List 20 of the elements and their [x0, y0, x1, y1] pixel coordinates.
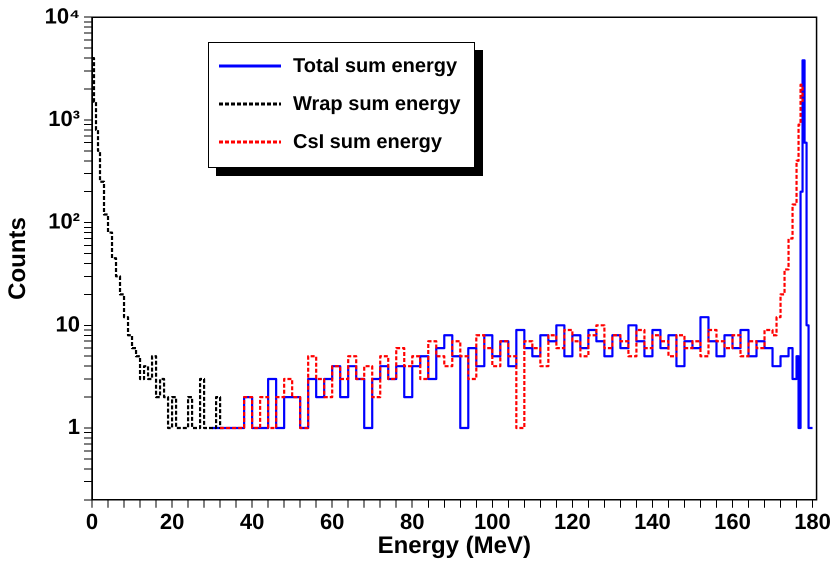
- y-tick-label: 10⁴: [44, 3, 80, 28]
- x-tick-label: 100: [474, 509, 511, 534]
- y-tick-label: 10²: [48, 208, 80, 234]
- y-tick-label: 10³: [48, 106, 80, 131]
- x-tick-label: 60: [320, 509, 344, 534]
- x-tick-label: 180: [794, 509, 831, 534]
- legend-label: Total sum energy: [293, 54, 458, 78]
- x-axis-title: Energy (MeV): [378, 532, 531, 560]
- legend-label: CsI sum energy: [293, 130, 442, 154]
- x-tick-label: 120: [554, 509, 591, 534]
- x-tick-label: 80: [400, 509, 424, 534]
- y-axis-title: Counts: [4, 217, 32, 300]
- legend-label: Wrap sum energy: [293, 92, 460, 116]
- x-tick-label: 140: [634, 509, 671, 534]
- x-tick-label: 20: [160, 509, 184, 534]
- x-tick-label: 40: [240, 509, 264, 534]
- y-tick-label: 10: [56, 311, 80, 336]
- x-tick-label: 0: [86, 509, 98, 534]
- x-tick-label: 160: [714, 509, 751, 534]
- y-tick-label: 1: [68, 414, 80, 440]
